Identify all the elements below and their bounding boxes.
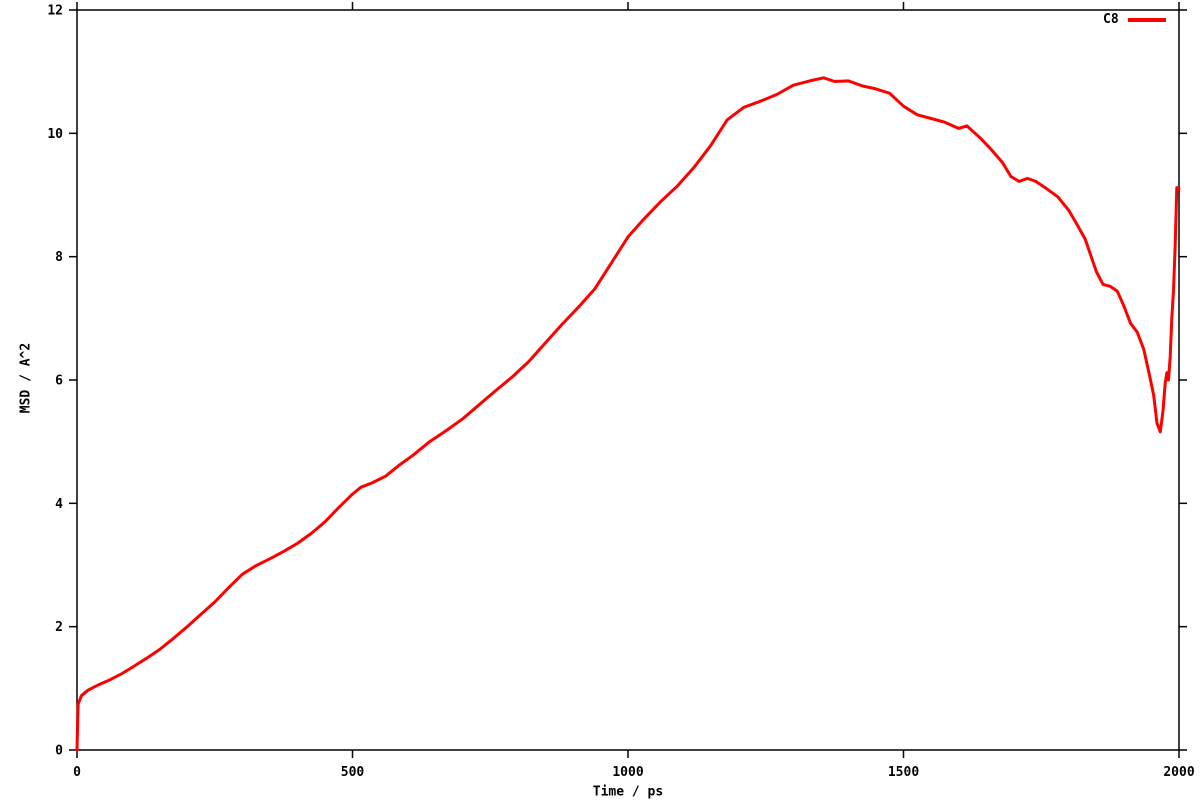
x-tick-label: 1500 [888, 765, 919, 780]
y-axis-title: MSD / A^2 [18, 342, 34, 414]
y-tick-label: 4 [55, 497, 63, 512]
x-tick-label: 1000 [612, 765, 643, 780]
y-tick-label: 2 [55, 620, 63, 635]
y-tick-label: 10 [47, 127, 63, 142]
y-tick-label: 0 [55, 744, 63, 759]
legend: C8 [1103, 12, 1166, 27]
y-tick-label: 12 [47, 4, 63, 19]
y-tick-label: 8 [55, 250, 63, 265]
x-tick-label: 2000 [1163, 765, 1194, 780]
legend-line-sample [1127, 17, 1166, 22]
series-line-c8 [75, 76, 1181, 752]
x-axis-title: Time / ps [592, 784, 664, 800]
legend-series-label: C8 [1103, 12, 1119, 27]
y-tick-label: 6 [55, 374, 63, 389]
x-tick-label: 500 [341, 765, 365, 780]
plot-border [76, 9, 1180, 751]
x-tick-label: 0 [73, 765, 81, 780]
